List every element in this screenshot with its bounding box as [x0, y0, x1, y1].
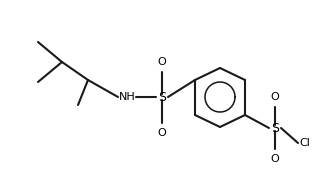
Text: S: S: [158, 90, 166, 103]
Text: O: O: [158, 57, 166, 67]
Text: O: O: [271, 154, 279, 164]
Text: Cl: Cl: [300, 138, 310, 148]
Text: S: S: [271, 122, 279, 134]
Text: O: O: [271, 92, 279, 102]
Text: NH: NH: [119, 92, 135, 102]
Text: O: O: [158, 128, 166, 138]
